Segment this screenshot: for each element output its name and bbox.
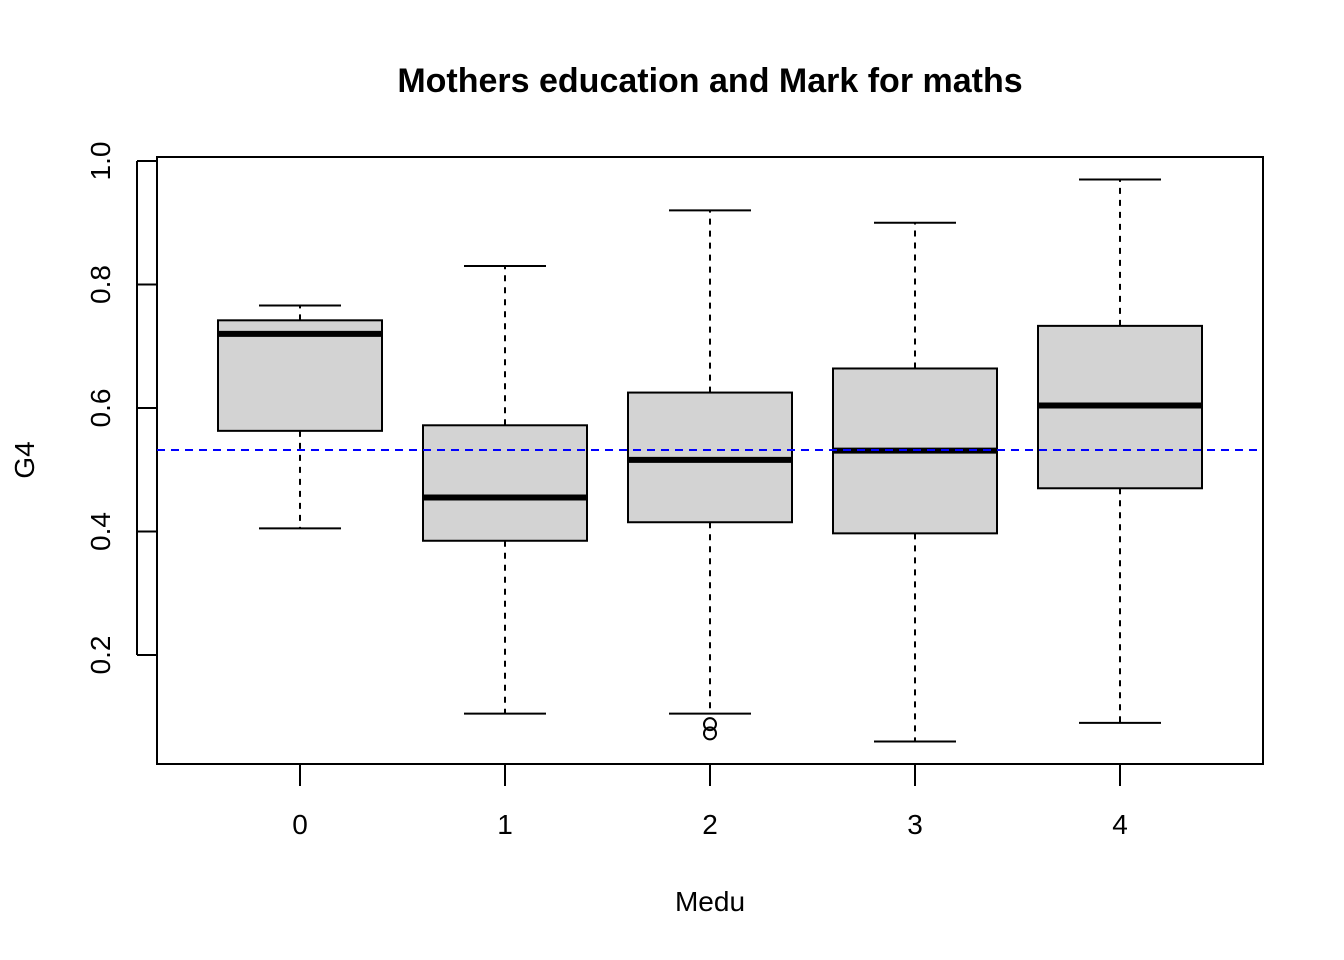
outlier-point	[703, 717, 717, 732]
x-tick-label: 4	[1112, 809, 1128, 840]
x-axis: 0 1 2 3 4	[292, 765, 1128, 840]
boxes-layer	[217, 178, 1203, 743]
chart-title: Mothers education and Mark for maths	[397, 62, 1022, 100]
x-axis-label: Medu	[675, 886, 745, 917]
box-body	[217, 319, 383, 432]
box-2	[627, 209, 793, 741]
y-tick-label: 0.2	[85, 636, 116, 675]
y-tick-label: 1.0	[85, 142, 116, 181]
y-tick-label: 0.8	[85, 265, 116, 304]
outlier-point	[703, 726, 717, 741]
x-tick-label: 0	[292, 809, 308, 840]
y-tick-label: 0.4	[85, 512, 116, 551]
box-4	[1037, 178, 1203, 724]
box-3	[832, 221, 998, 743]
y-tick-label: 0.6	[85, 389, 116, 428]
x-tick-label: 1	[497, 809, 513, 840]
plot-frame	[156, 156, 1264, 765]
box-body	[422, 424, 588, 542]
box-0	[217, 304, 383, 530]
y-axis-label: G4	[9, 441, 40, 478]
box-1	[422, 264, 588, 715]
x-tick-label: 3	[907, 809, 923, 840]
x-tick-label: 2	[702, 809, 718, 840]
y-axis: 0.2 0.4 0.6 0.8 1.0	[85, 142, 156, 675]
